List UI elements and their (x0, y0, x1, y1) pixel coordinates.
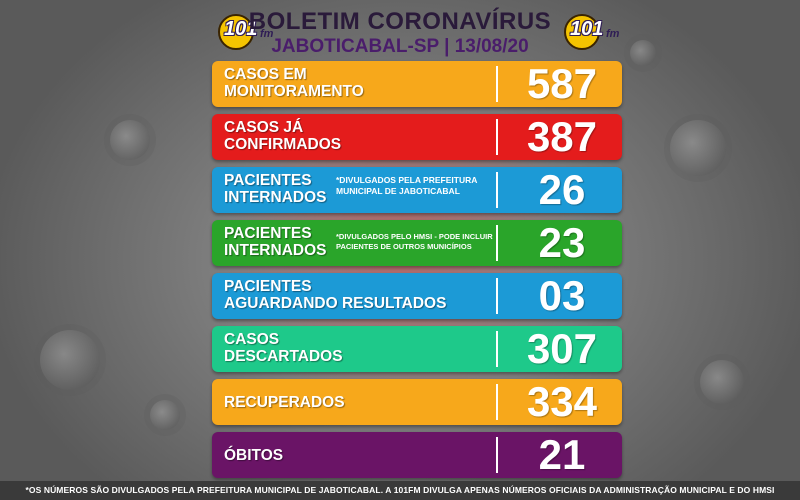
divider (496, 331, 498, 367)
stat-label-line1: RECUPERADOS (224, 394, 345, 411)
stat-label: PACIENTES INTERNADOS (224, 225, 504, 259)
stat-label: ÓBITOS (224, 447, 504, 464)
radio-logo-right: 101 fm (560, 10, 630, 50)
footer-disclaimer: *OS NÚMEROS SÃO DIVULGADOS PELA PREFEITU… (0, 481, 800, 500)
stat-label-line1: PACIENTES (224, 225, 312, 242)
virus-illustration (630, 40, 656, 66)
stat-label-line1: CASOS EM (224, 66, 307, 83)
page-title: BOLETIM CORONAVÍRUS (248, 8, 552, 35)
stat-label-line2: MONITORAMENTO (224, 83, 364, 100)
stat-label-line1: ÓBITOS (224, 447, 284, 464)
stat-value: 03 (538, 272, 586, 319)
header: 101 fm BOLETIM CORONAVÍRUS JABOTICABAL-S… (0, 4, 800, 60)
stat-value: 307 (526, 325, 598, 372)
stat-note: *DIVULGADOS PELO HMSI - PODE INCLUIR PAC… (336, 232, 493, 251)
stat-row: PACIENTES INTERNADOS *DIVULGADOS PELA PREF… (212, 167, 622, 213)
stat-label-line2: AGUARDANDO RESULTADOS (224, 295, 447, 312)
stat-row: RECUPERADOS 334 (212, 379, 622, 425)
stat-value: 21 (538, 431, 586, 478)
stat-label-line2: CONFIRMADOS (224, 136, 342, 153)
stat-label: RECUPERADOS (224, 394, 504, 411)
virus-illustration (40, 330, 100, 390)
stat-label: CASOS DESCARTADOS (224, 331, 504, 365)
virus-illustration (110, 120, 150, 160)
virus-illustration (150, 400, 180, 430)
stat-row: CASOS EM MONITORAMENTO 587 (212, 61, 622, 107)
stat-row: PACIENTES AGUARDANDO RESULTADOS 03 (212, 273, 622, 319)
stat-note: *DIVULGADOS PELA PREFEITURA MUNICIPAL DE… (336, 175, 478, 196)
stat-label-line2: DESCARTADOS (224, 348, 343, 365)
divider (496, 119, 498, 155)
divider (496, 384, 498, 420)
stat-label-line1: PACIENTES (224, 172, 312, 189)
virus-illustration (670, 120, 726, 176)
stat-label: CASOS EM MONITORAMENTO (224, 66, 504, 100)
divider (496, 172, 498, 208)
stat-value: 387 (526, 113, 598, 160)
stat-row: CASOS JÁ CONFIRMADOS 387 (212, 114, 622, 160)
stat-label: PACIENTES AGUARDANDO RESULTADOS (224, 278, 504, 312)
stat-row: CASOS DESCARTADOS 307 (212, 326, 622, 372)
radio-logo-left: 101 fm (214, 10, 284, 50)
stat-label-line1: PACIENTES (224, 278, 312, 295)
page-subtitle: JABOTICABAL-SP | 13/08/20 (271, 36, 529, 57)
stat-label: PACIENTES INTERNADOS (224, 172, 504, 206)
divider (496, 278, 498, 314)
stat-value: 26 (538, 166, 586, 213)
stat-value: 587 (526, 60, 598, 107)
stat-label-line2: INTERNADOS (224, 189, 327, 206)
divider (496, 66, 498, 102)
stat-label-line1: CASOS JÁ (224, 119, 304, 136)
stat-value: 334 (526, 378, 598, 425)
stat-label-line1: CASOS (224, 331, 280, 348)
stat-row: PACIENTES INTERNADOS *DIVULGADOS PELO HMSI… (212, 220, 622, 266)
divider (496, 225, 498, 261)
stat-row: ÓBITOS 21 (212, 432, 622, 478)
divider (496, 437, 498, 473)
stat-value: 23 (538, 219, 586, 266)
stat-label-line2: INTERNADOS (224, 242, 327, 259)
virus-illustration (700, 360, 744, 404)
stat-label: CASOS JÁ CONFIRMADOS (224, 119, 504, 153)
